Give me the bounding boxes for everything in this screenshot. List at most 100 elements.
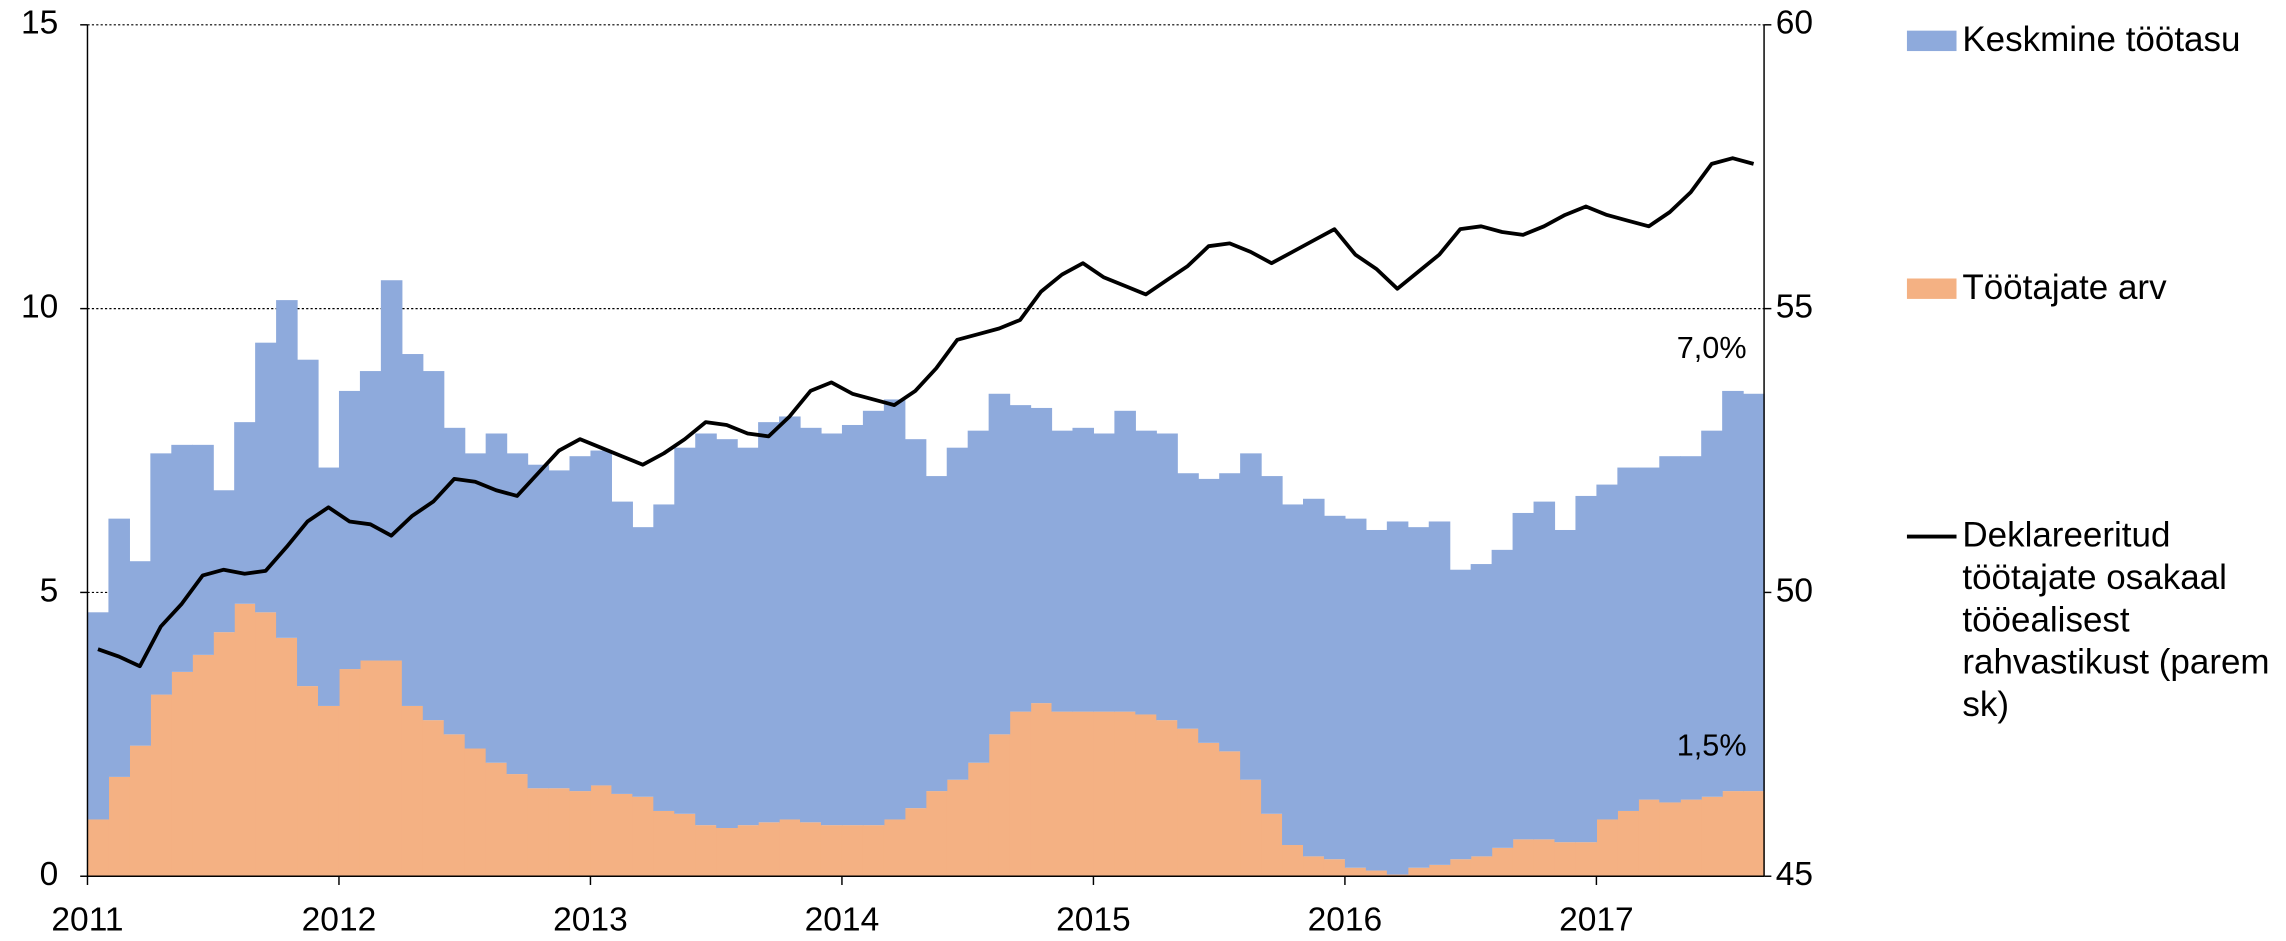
bar [1491,549,1514,848]
value-label: 1,5% [1677,728,1747,762]
bar [758,822,780,877]
bar [632,796,654,877]
bar [779,819,801,877]
bar [1219,751,1241,877]
bar [1554,529,1577,843]
bar [569,791,592,877]
bar [967,762,990,877]
bar [548,470,571,789]
bar [1072,711,1095,877]
bar [129,561,151,746]
bar [213,632,235,877]
bar [925,791,948,877]
bar [590,450,612,786]
bar [192,444,214,655]
bar [716,439,738,828]
bar [506,774,529,877]
legend-label: Töötajate arv [1962,268,2167,308]
x-tick-label: 2014 [805,901,880,938]
bar [1617,467,1639,811]
bar [297,686,319,877]
bar [653,504,675,811]
bar [338,390,361,670]
bar [1198,478,1220,743]
bar [338,669,361,877]
bar [87,819,110,877]
bar [695,825,717,877]
bar [401,705,424,877]
bar [276,637,298,877]
bar [841,825,864,877]
legend-label: Keskmine töötasu [1962,20,2241,60]
bar [1638,799,1660,877]
y2-tick-label: 45 [1776,856,1813,893]
bar [1303,856,1325,877]
bar [401,354,424,706]
bar [1575,495,1597,843]
bar [632,527,654,797]
bar [1323,515,1346,860]
bar [1428,521,1451,865]
bar [611,793,633,877]
bar [1407,527,1430,868]
bar [1156,720,1178,877]
bar [1282,845,1304,877]
bar [1009,405,1032,712]
bar [1072,427,1095,712]
bar [318,467,340,706]
bar [150,453,172,695]
bar [1051,430,1074,712]
legend-label: Deklareeritud töötajate osakaal tööealis… [1962,516,2270,725]
bar [1596,819,1618,877]
bar [1261,813,1283,877]
bar [1680,799,1702,877]
bar [129,745,151,877]
bar [1177,473,1199,729]
bar [674,447,696,814]
bar [234,422,256,604]
bar [1009,711,1032,877]
bar [1470,564,1493,857]
bar [737,447,759,826]
bar [988,393,1011,735]
bar [1240,779,1262,877]
bar [1512,839,1535,877]
bar [1156,433,1178,721]
bar [108,518,130,777]
bar [380,660,403,877]
bar [1365,529,1388,871]
bar [1344,867,1367,877]
bar [967,430,990,763]
bar [1659,802,1681,877]
y2-tick-label: 50 [1776,572,1813,609]
bar [255,612,277,877]
bar [1449,859,1472,877]
bar [800,427,822,823]
bar [1303,498,1325,857]
bar [1261,476,1283,814]
bar [758,422,780,823]
y-tick-label: 10 [21,288,58,325]
x-tick-label: 2015 [1056,901,1131,938]
bar [87,612,110,820]
bar [464,453,487,749]
bar [108,776,130,877]
bar [1030,703,1053,877]
bar [1093,433,1115,712]
x-tick-label: 2012 [302,901,377,938]
bar [695,433,717,826]
bar [276,300,298,638]
bar [946,447,969,780]
bar [443,734,466,877]
bar [1575,842,1597,877]
bar [171,671,193,877]
bar [1533,839,1556,877]
bar [527,788,550,877]
bar [318,705,340,877]
bar [1135,430,1157,715]
bar [443,427,466,735]
bar [359,371,382,661]
bar [737,825,759,877]
bar [171,444,193,672]
